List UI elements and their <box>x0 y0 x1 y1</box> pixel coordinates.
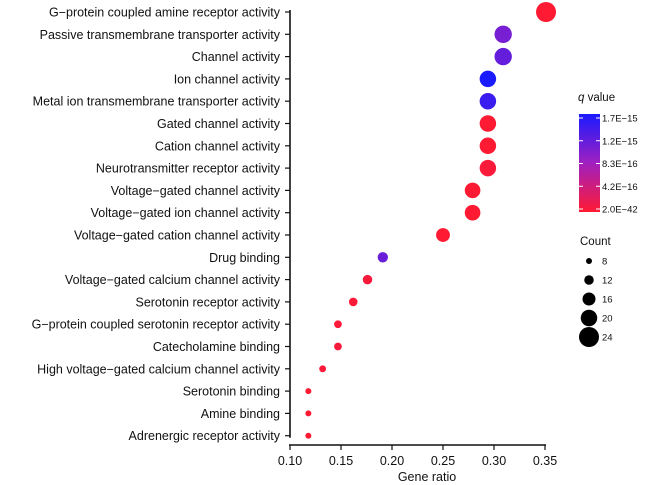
y-tick-label: Ion channel activity <box>174 72 281 86</box>
count-legend-dot <box>584 275 594 285</box>
data-point <box>536 2 557 22</box>
count-legend-label: 20 <box>602 314 613 325</box>
data-point <box>479 115 497 132</box>
data-point <box>334 342 342 351</box>
q-value-tick-label: 1.2E−15 <box>602 136 638 147</box>
q-value-tick-label: 4.2E−16 <box>602 182 638 193</box>
y-tick-label: Catecholamine binding <box>153 340 280 354</box>
count-legend-title: Count <box>580 236 611 248</box>
data-point <box>305 432 312 439</box>
y-tick-label: G−protein coupled serotonin receptor act… <box>32 318 281 332</box>
y-tick-label: Drug binding <box>209 251 280 265</box>
data-point <box>464 182 481 199</box>
q-value-legend: q value 1.7E−15 1.2E−15 8.3E−16 4.2E−16 2.0E… <box>578 92 638 216</box>
x-tick-label: 0.20 <box>380 454 404 468</box>
y-tick-label: Voltage−gated ion channel activity <box>91 206 281 220</box>
data-point <box>479 70 497 88</box>
y-tick-label: Serotonin receptor activity <box>135 295 280 309</box>
count-legend-label: 16 <box>602 295 613 306</box>
x-axis-title: Gene ratio <box>398 470 456 484</box>
data-point <box>362 274 373 285</box>
y-tick-label: Channel activity <box>192 50 281 64</box>
data-point <box>436 228 450 242</box>
count-legend-dot <box>580 309 598 327</box>
data-point <box>319 365 327 373</box>
y-tick-label: Adrenergic receptor activity <box>129 429 281 443</box>
x-tick-label: 0.25 <box>431 454 455 468</box>
data-point <box>494 25 512 43</box>
data-points <box>305 2 557 439</box>
data-point <box>479 137 497 155</box>
count-legend-dot <box>579 327 599 347</box>
data-point <box>377 252 389 263</box>
data-point <box>479 92 497 110</box>
q-value-tick-label: 2.0E−42 <box>602 205 638 216</box>
y-tick-label: Passive transmembrane transporter activi… <box>40 28 281 42</box>
q-value-colorbar <box>579 114 600 212</box>
q-value-tick-label: 1.7E−15 <box>602 114 638 125</box>
data-point <box>348 297 358 307</box>
x-tick-label: 0.30 <box>482 454 506 468</box>
data-point <box>334 320 342 329</box>
y-tick-label: Amine binding <box>201 407 280 421</box>
y-tick-label: G−protein coupled amine receptor activit… <box>49 6 281 20</box>
count-legend-label: 8 <box>602 257 607 268</box>
y-tick-label: Cation channel activity <box>155 139 281 153</box>
y-tick-label: Neurotransmitter receptor activity <box>96 162 281 176</box>
x-axis: 0.10 0.15 0.20 0.25 0.30 0.35 <box>278 444 557 468</box>
q-value-legend-title: q value <box>578 92 615 104</box>
data-point <box>305 410 312 417</box>
count-legend-label: 24 <box>602 333 613 344</box>
q-value-legend-title-italic: q <box>578 92 585 104</box>
y-tick-label: Gated channel activity <box>157 117 281 131</box>
data-point <box>494 47 512 66</box>
count-legend-dot <box>586 258 592 264</box>
y-tick-label: Voltage−gated calcium channel activity <box>65 273 281 287</box>
x-tick-label: 0.10 <box>278 454 302 468</box>
data-point <box>305 388 312 395</box>
count-legend: Count 8 12 16 20 24 <box>579 236 613 347</box>
count-legend-dot <box>582 292 596 306</box>
y-axis: G−protein coupled amine receptor activit… <box>32 6 291 443</box>
x-tick-label: 0.15 <box>329 454 353 468</box>
data-point <box>464 204 481 221</box>
y-tick-label: Voltage−gated channel activity <box>111 184 281 198</box>
y-tick-label: Serotonin binding <box>183 385 280 399</box>
data-point <box>479 159 497 177</box>
q-value-legend-title-rest: value <box>584 92 615 104</box>
y-tick-label: High voltage−gated calcium channel activ… <box>37 362 281 376</box>
y-tick-label: Metal ion transmembrane transporter acti… <box>33 95 281 109</box>
q-value-tick-label: 8.3E−16 <box>602 159 638 170</box>
x-tick-label: 0.35 <box>533 454 557 468</box>
count-legend-label: 12 <box>602 276 613 287</box>
y-tick-label: Voltage−gated cation channel activity <box>74 229 281 243</box>
